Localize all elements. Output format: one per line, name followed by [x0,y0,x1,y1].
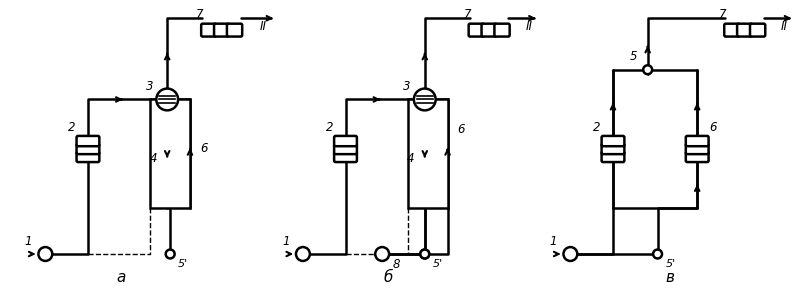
Text: 5': 5' [666,259,675,269]
Circle shape [643,65,652,74]
Circle shape [156,89,178,110]
Circle shape [653,249,662,258]
FancyBboxPatch shape [686,144,709,154]
Text: 8: 8 [392,258,400,271]
FancyBboxPatch shape [77,152,99,162]
Bar [408,99,447,208]
Text: II: II [526,20,532,33]
Circle shape [420,249,430,258]
Circle shape [166,249,174,258]
Circle shape [38,247,52,261]
FancyBboxPatch shape [686,152,709,162]
FancyBboxPatch shape [686,136,709,146]
Text: в: в [665,270,674,285]
FancyBboxPatch shape [201,24,217,37]
Text: 1: 1 [25,235,32,248]
Circle shape [420,249,430,258]
FancyBboxPatch shape [750,24,766,37]
FancyBboxPatch shape [334,152,357,162]
FancyBboxPatch shape [602,136,624,146]
Text: 6: 6 [710,121,717,134]
Text: 6: 6 [458,123,465,136]
Text: 7: 7 [719,8,726,21]
Text: 1: 1 [282,235,290,248]
FancyBboxPatch shape [724,24,739,37]
Text: II: II [260,20,266,33]
FancyBboxPatch shape [494,24,510,37]
Text: 2: 2 [68,121,76,134]
Text: а: а [116,270,126,285]
Circle shape [296,247,310,261]
Circle shape [563,247,578,261]
FancyBboxPatch shape [334,136,357,146]
Text: 4: 4 [150,152,157,165]
Text: 5: 5 [630,50,638,63]
FancyBboxPatch shape [334,144,357,154]
Circle shape [414,89,436,110]
Text: II: II [781,20,788,33]
Text: 5': 5' [178,259,188,269]
Bar [150,99,190,208]
FancyBboxPatch shape [482,24,497,37]
FancyBboxPatch shape [469,24,484,37]
FancyBboxPatch shape [602,152,624,162]
Text: 3: 3 [403,80,410,93]
Text: б: б [383,270,393,285]
FancyBboxPatch shape [602,144,624,154]
Text: 6: 6 [200,143,208,156]
Text: 4: 4 [407,152,414,165]
Text: 7: 7 [196,8,204,21]
Text: 5': 5' [433,259,442,269]
FancyBboxPatch shape [77,136,99,146]
FancyBboxPatch shape [214,24,230,37]
Text: 1: 1 [550,235,558,248]
FancyBboxPatch shape [227,24,242,37]
Circle shape [375,247,389,261]
FancyBboxPatch shape [737,24,752,37]
Text: 7: 7 [464,8,471,21]
FancyBboxPatch shape [77,144,99,154]
Text: 3: 3 [146,80,153,93]
Text: 2: 2 [594,121,601,134]
Text: 2: 2 [326,121,334,134]
